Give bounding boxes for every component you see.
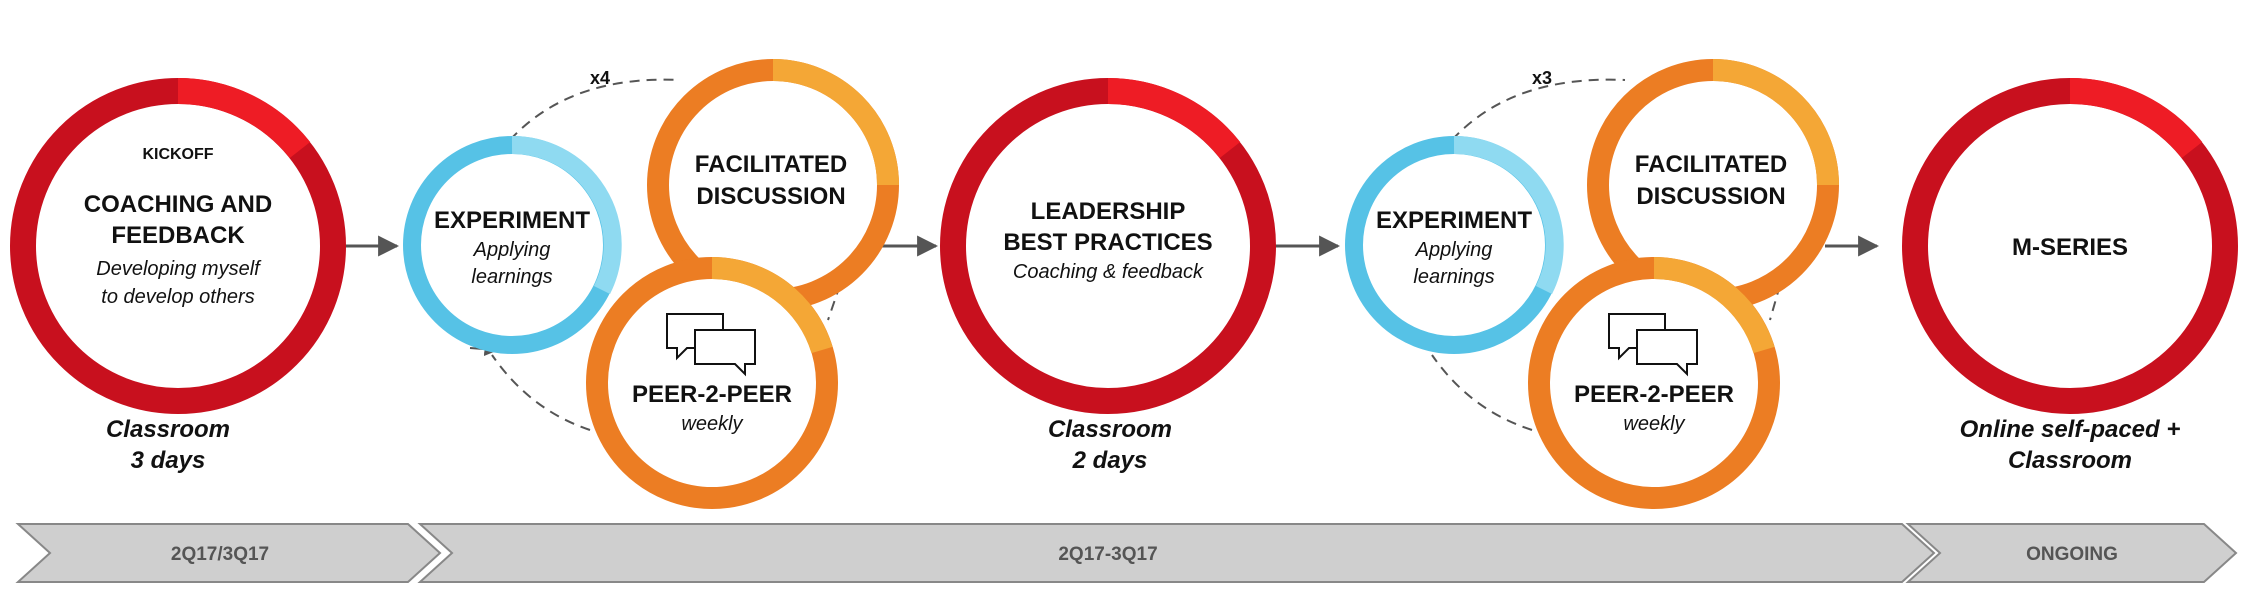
cycle1-facilitated-title-line2: DISCUSSION <box>696 183 845 210</box>
timeline-chevron-1 <box>15 523 442 583</box>
timeline-chevron-3-label: ONGOING <box>2026 544 2118 565</box>
leadership-title-line1: LEADERSHIP <box>1031 198 1186 225</box>
kickoff-caption-line1: Classroom <box>106 416 230 443</box>
cycle2-loop-bottom <box>1431 354 1533 431</box>
kickoff-title-line1: COACHING AND <box>84 191 272 218</box>
cycle2-peer-title: PEER-2-PEER <box>1574 381 1734 408</box>
cycle1-experiment-sub-line2: learnings <box>471 266 552 288</box>
cycle2-experiment-title: EXPERIMENT <box>1376 207 1532 234</box>
leadership-sub: Coaching & feedback <box>1013 261 1204 283</box>
cycle1-experiment-title: EXPERIMENT <box>434 207 590 234</box>
kickoff-sub-line1: Developing myself <box>96 258 262 280</box>
mseries-title: M-SERIES <box>2012 234 2128 261</box>
mseries-caption-line1: Online self-paced + <box>1960 416 2181 443</box>
kickoff-title-line2: FEEDBACK <box>111 222 245 249</box>
timeline-chevron-3 <box>1905 523 2238 583</box>
kickoff-ring <box>10 77 346 414</box>
cycle2-experiment-sub-line1: Applying <box>1415 239 1493 261</box>
cycle1-facilitated-title-line1: FACILITATED <box>695 151 847 178</box>
cycle2-experiment-sub-line2: learnings <box>1413 266 1494 288</box>
mseries-caption-line2: Classroom <box>2008 447 2132 474</box>
cycle1-experiment-sub-line1: Applying <box>473 239 551 261</box>
leadership-title-line2: BEST PRACTICES <box>1003 229 1212 256</box>
leadership-ring <box>940 77 1276 414</box>
cycle1-experiment-ring <box>403 135 622 354</box>
kickoff-sub-line2: to develop others <box>101 286 254 308</box>
timeline-chevron-1-label: 2Q17/3Q17 <box>171 544 269 565</box>
cycle1-peer-sub: weekly <box>681 413 743 435</box>
chat-bubbles-icon <box>1608 313 1698 377</box>
cycle2-peer-ring <box>1528 257 1780 509</box>
cycle2-facilitated-title-line1: FACILITATED <box>1635 151 1787 178</box>
cycle2-experiment-ring <box>1345 135 1564 354</box>
kickoff-tag: KICKOFF <box>142 146 213 163</box>
cycle2-facilitated-title-line2: DISCUSSION <box>1636 183 1785 210</box>
mseries-ring <box>1902 77 2238 414</box>
cycle1-multiplier: x4 <box>590 68 610 88</box>
timeline-chevron-2-label: 2Q17-3Q17 <box>1058 544 1157 565</box>
cycle2-loop-top <box>1451 78 1626 141</box>
kickoff-caption-line2: 3 days <box>131 447 206 474</box>
cycle1-loop-bottom <box>491 354 591 431</box>
cycle1-loop-top <box>509 78 681 141</box>
leadership-caption-line2: 2 days <box>1072 447 1148 474</box>
timeline-chevron-2 <box>417 523 1936 583</box>
chat-bubbles-icon <box>666 313 756 377</box>
cycle2-multiplier: x3 <box>1532 68 1552 88</box>
cycle1-peer-title: PEER-2-PEER <box>632 381 792 408</box>
leadership-caption-line1: Classroom <box>1048 416 1172 443</box>
cycle2-peer-sub: weekly <box>1623 413 1685 435</box>
cycle1-peer-ring <box>586 257 838 509</box>
